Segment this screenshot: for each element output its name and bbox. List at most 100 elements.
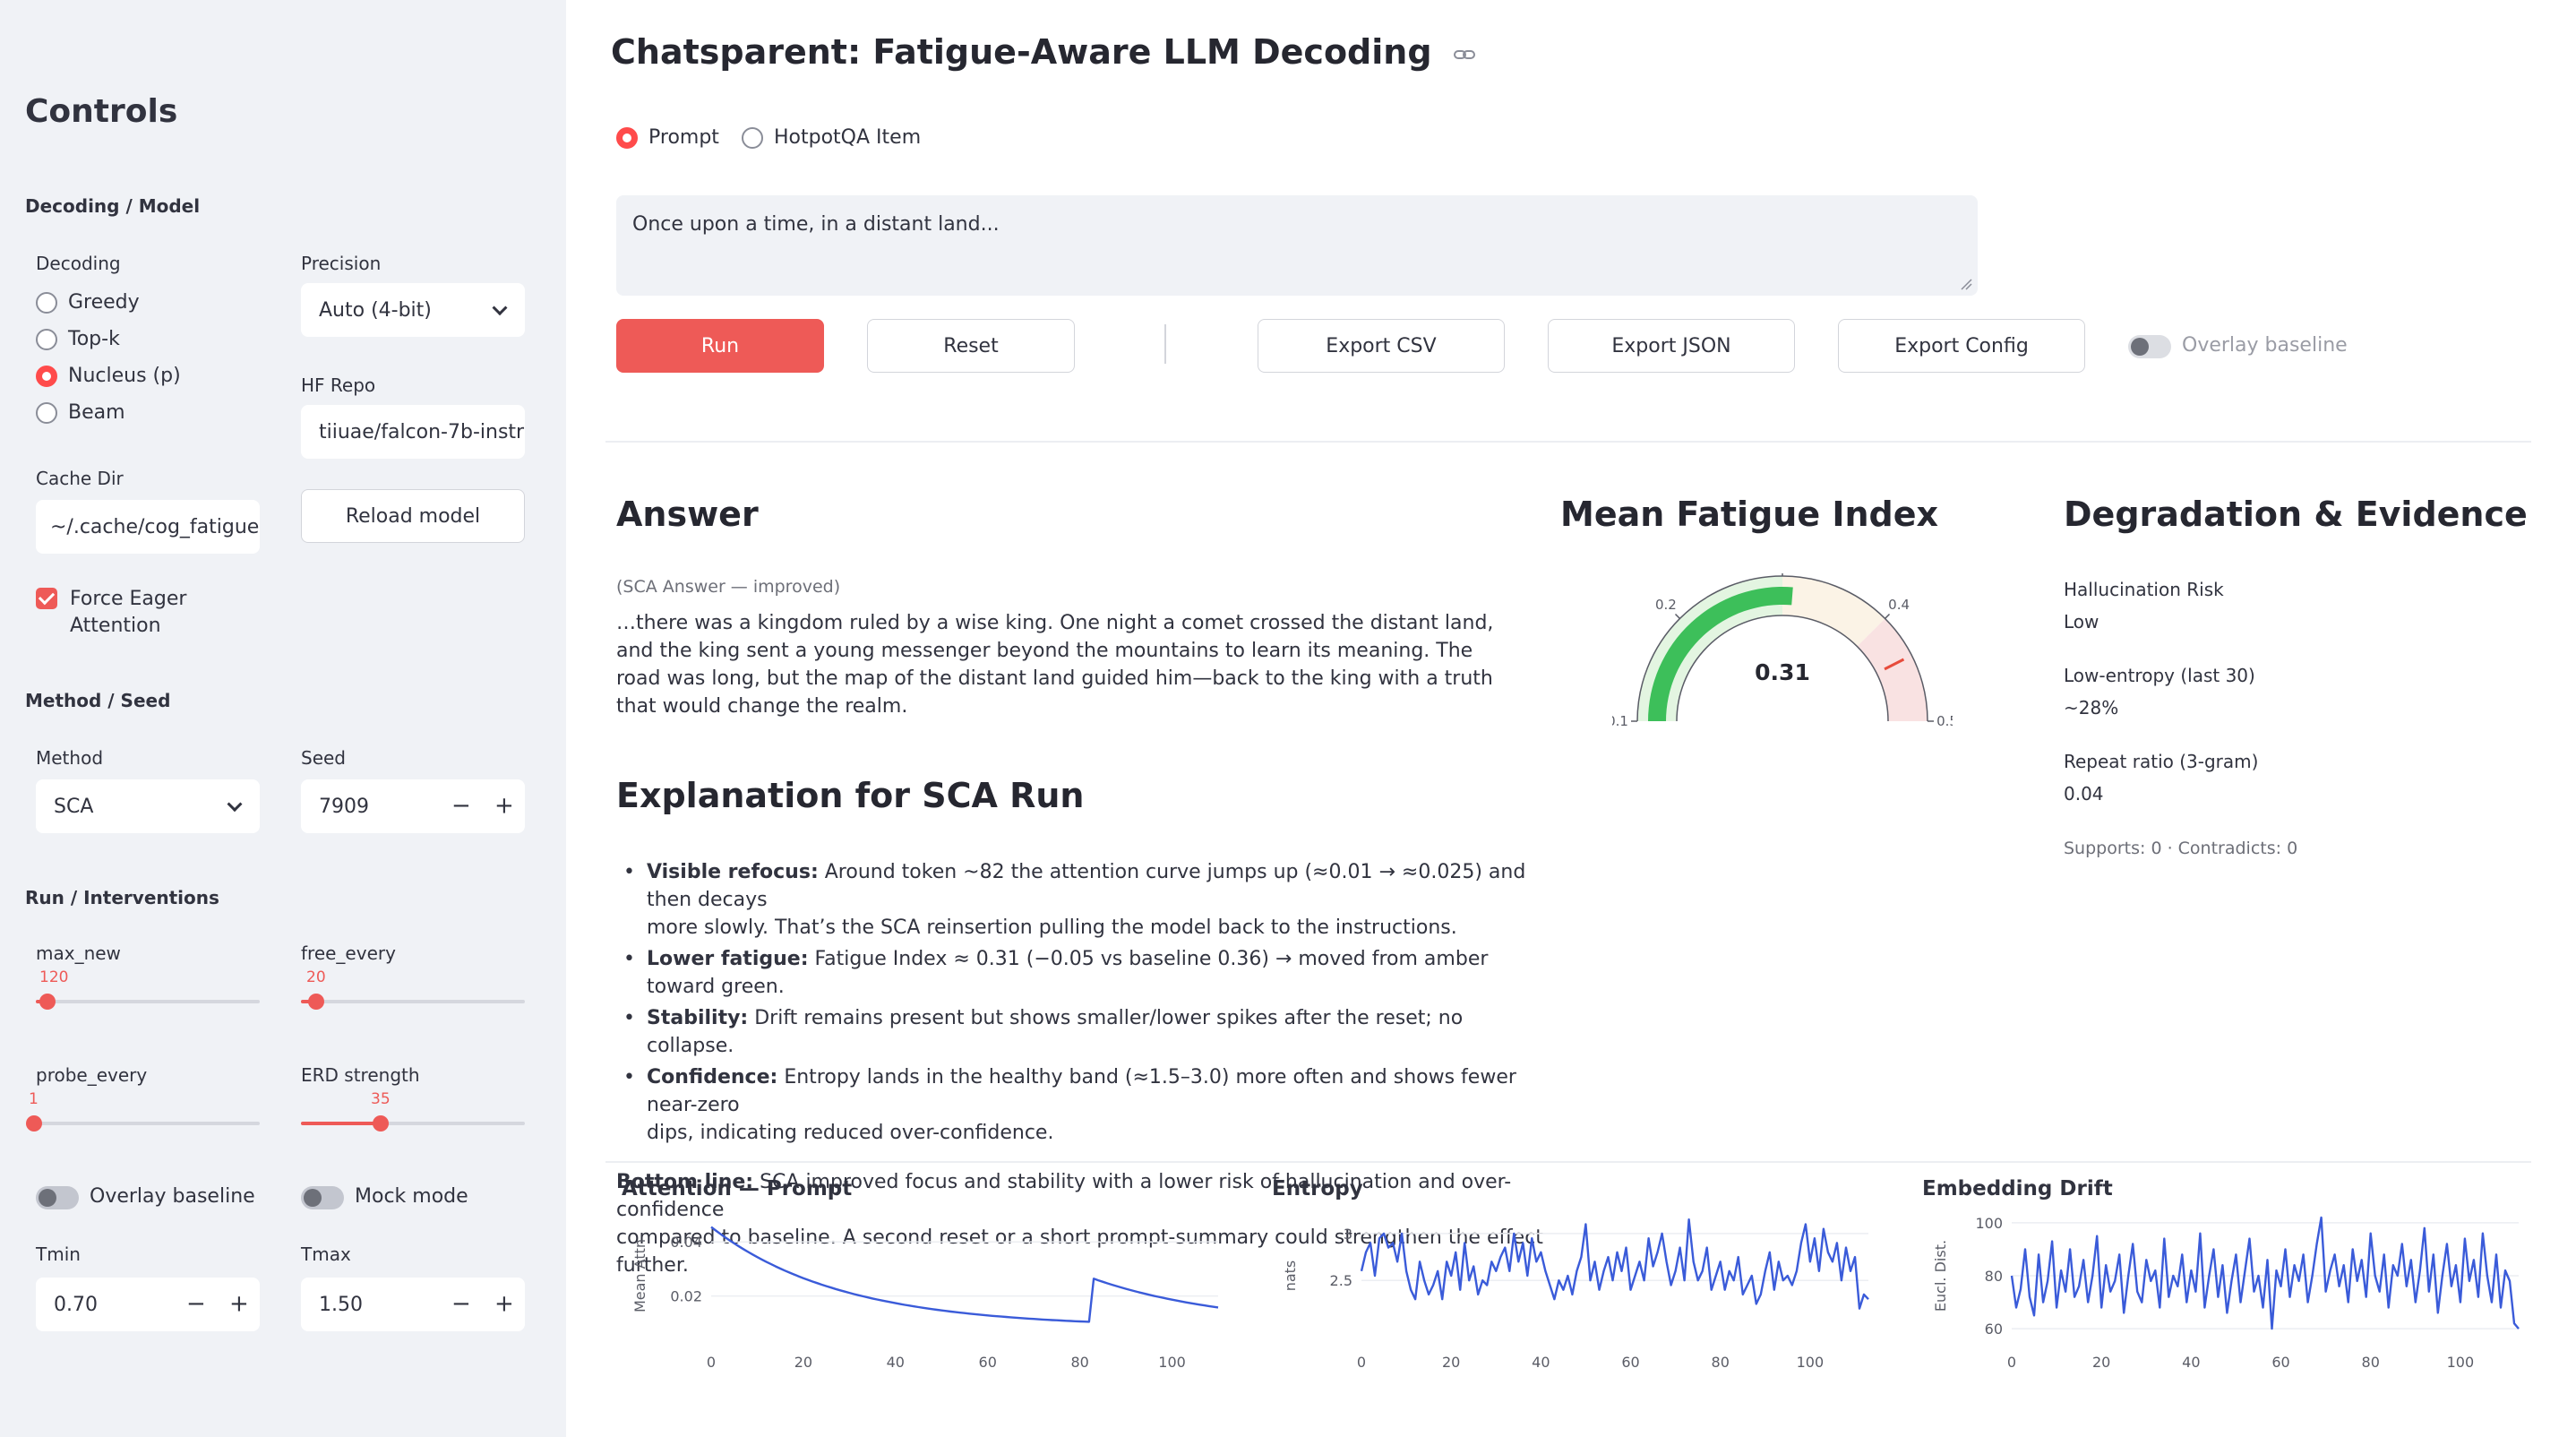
- gauge-value-bar: [1648, 587, 1793, 721]
- tmax-stepper[interactable]: 1.50 − +: [301, 1278, 525, 1331]
- seed-stepper[interactable]: 7909 − +: [301, 779, 525, 833]
- tmax-decrement-button[interactable]: −: [451, 1290, 471, 1318]
- x-tick-label: 0: [2007, 1354, 2016, 1371]
- y-axis-label: nats: [1282, 1261, 1299, 1292]
- precision-select[interactable]: Auto (4-bit): [301, 283, 525, 337]
- hf-repo-input[interactable]: tiiuae/falcon-7b-instru: [301, 405, 525, 459]
- chart-title-attention: Attention — Prompt: [622, 1177, 853, 1200]
- run-button[interactable]: Run: [616, 319, 824, 373]
- radio-hotpotqa[interactable]: [742, 127, 763, 149]
- explanation-bullet-2: • Lower fatigue: Fatigue Index ≈ 0.31 (−…: [623, 948, 1489, 998]
- radio-label-greedy: Greedy: [68, 291, 140, 314]
- export-csv-button[interactable]: Export CSV: [1258, 319, 1505, 373]
- probe-every-label: probe_every: [36, 1064, 148, 1086]
- x-tick-label: 20: [794, 1354, 812, 1371]
- gauge-outline-inner: [1676, 615, 1889, 722]
- radio-label-beam: Beam: [68, 401, 125, 424]
- low-entropy-label: Low-entropy (last 30): [2064, 665, 2255, 686]
- entropy-chart: 2.5 3 0 20 40 60 80 100 nats: [1282, 1218, 1869, 1371]
- tmin-decrement-button[interactable]: −: [186, 1290, 206, 1318]
- link-icon[interactable]: [1453, 46, 1478, 64]
- erd-strength-thumb[interactable]: [373, 1115, 389, 1132]
- x-tick-label: 20: [1442, 1354, 1460, 1371]
- repeat-ratio-value: 0.04: [2064, 783, 2104, 805]
- gauge-tick-label: 0.4: [1888, 597, 1910, 613]
- section-divider: [605, 441, 2531, 443]
- radio-nucleus[interactable]: [36, 366, 57, 387]
- sidebar-title: Controls: [25, 93, 178, 130]
- cache-dir-input[interactable]: ~/.cache/cog_fatigue: [36, 500, 260, 554]
- radio-label-topk: Top-k: [68, 328, 120, 350]
- force-eager-checkbox[interactable]: [36, 588, 57, 609]
- free-every-slider[interactable]: 20: [301, 964, 525, 1010]
- resize-handle-icon[interactable]: [1958, 276, 1972, 290]
- max-new-thumb[interactable]: [39, 994, 56, 1010]
- overlay-baseline-main-toggle-row[interactable]: Overlay baseline: [2128, 333, 2361, 360]
- overlay-baseline-toggle-row[interactable]: Overlay baseline: [36, 1184, 269, 1211]
- mock-mode-toggle[interactable]: [301, 1186, 344, 1209]
- prompt-textarea[interactable]: Once upon a time, in a distant land...: [616, 195, 1978, 296]
- x-tick-label: 0: [1357, 1354, 1366, 1371]
- tmin-increment-button[interactable]: +: [229, 1290, 249, 1318]
- free-every-thumb[interactable]: [308, 994, 324, 1010]
- free-every-label: free_every: [301, 942, 396, 964]
- erd-strength-label: ERD strength: [301, 1064, 420, 1086]
- y-axis-label: Eucl. Dist.: [1932, 1240, 1949, 1312]
- y-tick-label: 60: [1985, 1321, 2003, 1338]
- gauge-band-high: [1857, 618, 1928, 721]
- chevron-down-icon: [227, 796, 243, 813]
- x-tick-label: 60: [979, 1354, 997, 1371]
- chart-title-entropy: Entropy: [1272, 1177, 1363, 1200]
- seed-label: Seed: [301, 747, 346, 769]
- radio-greedy[interactable]: [36, 292, 57, 314]
- max-new-slider[interactable]: 120: [36, 964, 260, 1010]
- gauge-tick: [1674, 613, 1680, 619]
- seed-decrement-button[interactable]: −: [451, 792, 471, 820]
- gauge-tick-label: 0.5: [1936, 713, 1953, 726]
- method-label: Method: [36, 747, 104, 769]
- mock-mode-toggle-row[interactable]: Mock mode: [301, 1184, 525, 1211]
- overlay-baseline-toggle[interactable]: [36, 1186, 79, 1209]
- probe-every-thumb[interactable]: [26, 1115, 42, 1132]
- force-eager-checkbox-row[interactable]: Force Eager Attention: [36, 588, 269, 641]
- repeat-ratio-label: Repeat ratio (3-gram): [2064, 751, 2259, 772]
- overlay-baseline-main-toggle[interactable]: [2128, 335, 2171, 358]
- tmin-stepper[interactable]: 0.70 − +: [36, 1278, 260, 1331]
- export-json-button[interactable]: Export JSON: [1548, 319, 1795, 373]
- degradation-heading: Degradation & Evidence: [2064, 495, 2528, 534]
- seed-value: 7909: [319, 795, 369, 818]
- y-tick-label: 0.02: [670, 1288, 702, 1305]
- x-tick-label: 0: [707, 1354, 716, 1371]
- x-tick-label: 40: [1532, 1354, 1550, 1371]
- gauge-band-mid: [1782, 576, 1885, 647]
- cache-dir-label: Cache Dir: [36, 468, 124, 489]
- reload-model-button[interactable]: Reload model: [301, 489, 525, 543]
- series-line: [2010, 1216, 2520, 1330]
- gauge-threshold: [1884, 658, 1905, 671]
- attention-chart: 0.02 0.04 0 20 40 60 80 100 Mean Attn: [631, 1226, 1219, 1371]
- x-tick-label: 100: [2447, 1354, 2475, 1371]
- radio-beam[interactable]: [36, 402, 57, 424]
- probe-every-slider[interactable]: 1: [26, 1086, 260, 1132]
- radio-prompt[interactable]: [616, 127, 638, 149]
- max-new-value: 120: [39, 968, 69, 986]
- method-select[interactable]: SCA: [36, 779, 260, 833]
- gauge-value-label: 0.31: [1755, 659, 1810, 685]
- answer-text: …there was a kingdom ruled by a wise kin…: [616, 612, 1494, 718]
- overlay-baseline-label: Overlay baseline: [90, 1185, 255, 1208]
- main-content: Chatsparent: Fatigue-Aware LLM Decoding …: [566, 0, 2576, 1437]
- erd-strength-slider[interactable]: 35: [301, 1086, 525, 1132]
- precision-label: Precision: [301, 253, 382, 274]
- seed-increment-button[interactable]: +: [494, 792, 514, 820]
- y-tick-label: 100: [1975, 1215, 2003, 1232]
- radio-topk[interactable]: [36, 329, 57, 350]
- slider-track: [301, 1000, 525, 1003]
- tmax-increment-button[interactable]: +: [494, 1290, 514, 1318]
- export-config-button[interactable]: Export Config: [1838, 319, 2085, 373]
- decoding-label: Decoding: [36, 253, 121, 274]
- slider-track: [36, 1000, 260, 1003]
- explanation-bullet-1: • Visible refocus: Around token ~82 the …: [623, 861, 1526, 939]
- drift-chart: 60 80 100 0 20 40 60 80 100 Eucl. Dist.: [1932, 1215, 2520, 1371]
- reset-button[interactable]: Reset: [867, 319, 1075, 373]
- section-run-interventions: Run / Interventions: [25, 887, 219, 908]
